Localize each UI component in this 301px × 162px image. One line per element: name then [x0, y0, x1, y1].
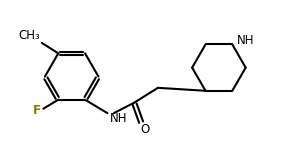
- Text: CH₃: CH₃: [19, 29, 40, 42]
- Text: F: F: [33, 104, 40, 117]
- Text: O: O: [140, 123, 149, 136]
- Text: NH: NH: [110, 112, 128, 125]
- Text: NH: NH: [237, 34, 254, 47]
